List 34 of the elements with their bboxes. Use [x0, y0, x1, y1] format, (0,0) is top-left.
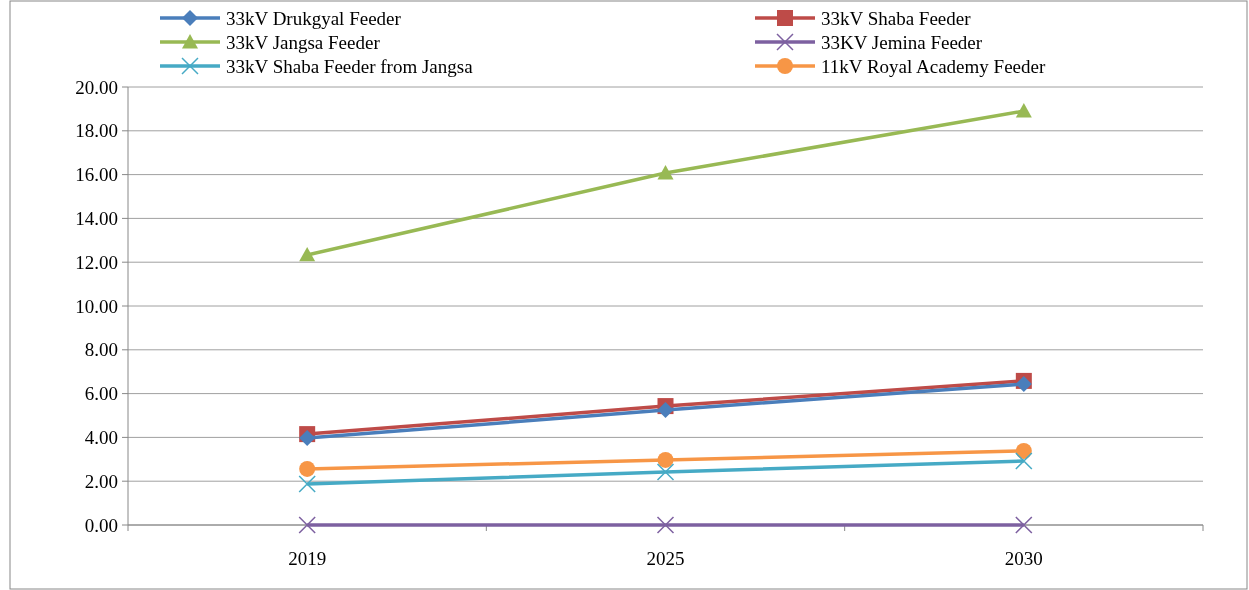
point	[298, 516, 316, 534]
y-tick-label: 12.00	[75, 251, 118, 273]
y-tick-label: 4.00	[84, 427, 118, 449]
x-tick-label: 2019	[288, 548, 327, 569]
legend-label: 33KV Jemina Feeder	[821, 31, 983, 53]
x-tick-label: 2030	[1004, 548, 1043, 569]
point	[1015, 452, 1033, 470]
y-tick-label: 18.00	[75, 120, 118, 142]
point	[656, 463, 675, 481]
x-tick-label: 2025	[646, 548, 685, 569]
y-tick-label: 20.00	[75, 76, 118, 98]
y-tick-label: 8.00	[84, 339, 118, 361]
legend-label: 11kV Royal Academy Feeder	[821, 55, 1046, 77]
legend-label: 33kV Jangsa Feeder	[226, 31, 381, 53]
legend-label: 33kV Drukgyal Feeder	[226, 7, 402, 29]
y-tick-label: 6.00	[84, 383, 118, 405]
y-tick-label: 2.00	[84, 470, 118, 492]
point	[657, 451, 674, 468]
point	[299, 430, 316, 447]
point	[1015, 442, 1032, 459]
y-tick-label: 16.00	[75, 164, 118, 186]
point	[299, 460, 316, 477]
point	[298, 475, 316, 493]
point	[299, 246, 316, 262]
legend-label: 33kV Shaba Feeder from Jangsa	[226, 55, 474, 77]
point	[657, 165, 674, 180]
y-tick-label: 14.00	[75, 208, 118, 230]
point	[1015, 103, 1032, 118]
y-tick-label: 10.00	[75, 295, 118, 317]
point	[656, 516, 675, 534]
legend-label: 33kV Shaba Feeder	[821, 7, 972, 29]
point	[657, 402, 674, 419]
y-tick-label: 0.00	[84, 514, 118, 536]
point	[1015, 516, 1033, 534]
